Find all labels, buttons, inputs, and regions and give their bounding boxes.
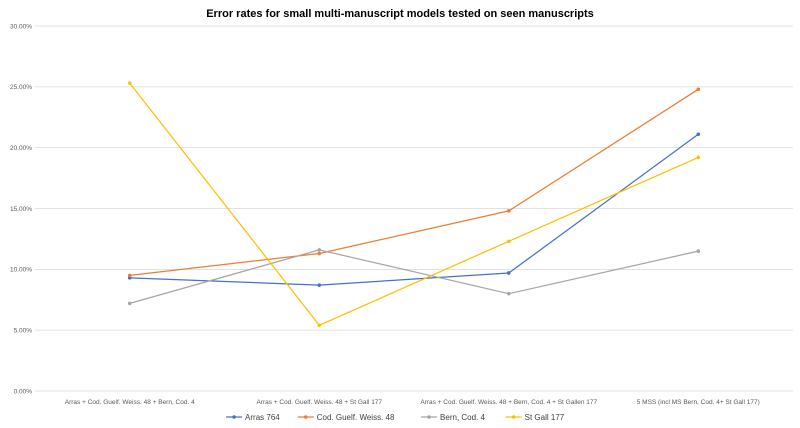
y-tick-label: 10.00%	[10, 267, 32, 274]
y-tick-label: 25.00%	[10, 84, 32, 91]
legend-label: Cod. Guelf. Weiss. 48	[317, 413, 395, 422]
legend-marker	[303, 415, 308, 419]
series-line	[129, 82, 699, 326]
data-point	[127, 81, 132, 85]
series-1	[127, 132, 701, 287]
data-point	[317, 248, 322, 252]
series-lines	[127, 81, 701, 328]
y-axis-tick-labels: 0.00% 5.00% 10.00% 15.00% 20.00% 25.00% 30.00%	[10, 23, 32, 395]
legend-marker	[427, 415, 431, 419]
x-tick-label: 5 MSS (incl MS Bern, Cod. 4+ St Gall 177…	[637, 399, 760, 406]
series-4	[127, 81, 701, 328]
legend-label: Bern, Cod. 4	[440, 413, 485, 422]
x-axis-tick-labels: Arras + Cod. Guelf. Weiss. 48 + Bern, Co…	[65, 399, 760, 406]
legend-entry: Cod. Guelf. Weiss. 48	[297, 413, 395, 422]
y-tick-label: 30.00%	[10, 23, 32, 30]
legend-marker	[232, 415, 236, 419]
y-tick-label: 20.00%	[10, 145, 32, 152]
y-tick-label: 15.00%	[10, 206, 32, 213]
series-line	[129, 88, 699, 277]
data-point	[696, 132, 701, 137]
data-point	[506, 239, 511, 244]
data-point	[317, 283, 322, 287]
chart-title: Error rates for small multi-manuscript m…	[206, 8, 594, 20]
data-point	[506, 291, 511, 296]
data-point	[506, 209, 511, 213]
data-point	[317, 323, 322, 328]
legend-marker	[511, 415, 516, 419]
series-2	[127, 87, 701, 278]
legend-label: Arras 764	[245, 413, 280, 422]
data-point	[696, 155, 701, 160]
data-point	[127, 273, 132, 278]
legend-entry: Arras 764	[226, 413, 280, 422]
data-point	[506, 271, 511, 275]
grid-lines	[35, 25, 793, 392]
series-3	[127, 248, 701, 306]
legend-label: St Gall 177	[525, 413, 565, 422]
x-tick-label: Arras + Cod. Guelf. Weiss. 48 + St Gall …	[256, 399, 382, 406]
x-tick-label: Arras + Cod. Guelf. Weiss. 48 + Bern, Co…	[420, 399, 597, 406]
x-tick-label: Arras + Cod. Guelf. Weiss. 48 + Bern, Co…	[65, 399, 195, 406]
data-point	[317, 251, 322, 256]
legend-entry: St Gall 177	[505, 413, 565, 422]
y-tick-label: 0.00%	[14, 388, 33, 395]
legend-entry: Bern, Cod. 4	[421, 413, 486, 422]
legend: Arras 764 Cod. Guelf. Weiss. 48 Bern, Cod.…	[226, 413, 565, 422]
y-tick-label: 5.00%	[14, 327, 33, 334]
data-point	[127, 301, 132, 306]
series-line	[129, 249, 699, 305]
series-line	[129, 133, 699, 286]
data-point	[696, 249, 701, 253]
data-point	[696, 87, 701, 92]
